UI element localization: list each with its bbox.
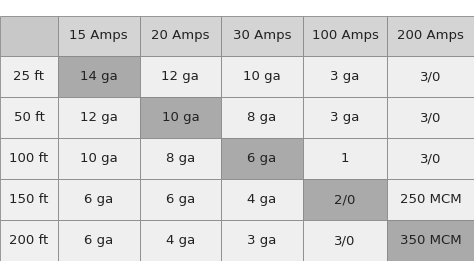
Text: 1: 1 [341,152,349,165]
FancyBboxPatch shape [303,220,387,261]
FancyBboxPatch shape [387,97,474,138]
FancyBboxPatch shape [0,16,58,56]
FancyBboxPatch shape [221,56,303,97]
FancyBboxPatch shape [303,179,387,220]
Text: 20 Amps: 20 Amps [151,29,210,42]
Text: 14 ga: 14 ga [80,70,118,83]
FancyBboxPatch shape [139,220,221,261]
Text: 6 ga: 6 ga [247,152,277,165]
FancyBboxPatch shape [221,179,303,220]
Text: 350 MCM: 350 MCM [400,234,461,247]
Text: 8 ga: 8 ga [166,152,195,165]
Text: 10 ga: 10 ga [162,111,199,124]
FancyBboxPatch shape [387,16,474,56]
Text: 10 ga: 10 ga [243,70,281,83]
Text: 3/0: 3/0 [420,111,441,124]
Text: 3/0: 3/0 [334,234,356,247]
FancyBboxPatch shape [139,97,221,138]
FancyBboxPatch shape [387,138,474,179]
Text: 8 ga: 8 ga [247,111,277,124]
FancyBboxPatch shape [303,97,387,138]
Text: 200 Amps: 200 Amps [397,29,464,42]
FancyBboxPatch shape [139,16,221,56]
FancyBboxPatch shape [387,220,474,261]
FancyBboxPatch shape [0,179,58,220]
FancyBboxPatch shape [139,138,221,179]
Text: 30 Amps: 30 Amps [233,29,291,42]
FancyBboxPatch shape [303,56,387,97]
Text: 6 ga: 6 ga [166,193,195,206]
FancyBboxPatch shape [58,138,139,179]
Text: 6 ga: 6 ga [84,234,113,247]
FancyBboxPatch shape [303,138,387,179]
FancyBboxPatch shape [58,179,139,220]
Text: 12 ga: 12 ga [80,111,118,124]
Text: 15 Amps: 15 Amps [69,29,128,42]
Text: 3 ga: 3 ga [330,111,360,124]
Text: 3 ga: 3 ga [247,234,277,247]
FancyBboxPatch shape [0,138,58,179]
Text: 25 ft: 25 ft [13,70,45,83]
FancyBboxPatch shape [0,97,58,138]
Text: 200 ft: 200 ft [9,234,49,247]
FancyBboxPatch shape [221,138,303,179]
FancyBboxPatch shape [221,97,303,138]
Text: 3 ga: 3 ga [330,70,360,83]
Text: 50 ft: 50 ft [14,111,45,124]
Text: 4 ga: 4 ga [166,234,195,247]
FancyBboxPatch shape [0,220,58,261]
FancyBboxPatch shape [58,220,139,261]
FancyBboxPatch shape [58,97,139,138]
FancyBboxPatch shape [303,16,387,56]
FancyBboxPatch shape [387,179,474,220]
FancyBboxPatch shape [139,179,221,220]
Text: 10 ga: 10 ga [80,152,118,165]
FancyBboxPatch shape [58,56,139,97]
Text: 12 ga: 12 ga [162,70,200,83]
FancyBboxPatch shape [221,220,303,261]
Text: 100 ft: 100 ft [9,152,49,165]
Text: 6 ga: 6 ga [84,193,113,206]
Text: 2/0: 2/0 [334,193,356,206]
Text: 100 Amps: 100 Amps [311,29,378,42]
FancyBboxPatch shape [221,16,303,56]
FancyBboxPatch shape [387,56,474,97]
Text: 4 ga: 4 ga [247,193,277,206]
FancyBboxPatch shape [0,56,58,97]
Text: 250 MCM: 250 MCM [400,193,461,206]
FancyBboxPatch shape [139,56,221,97]
Text: 150 ft: 150 ft [9,193,49,206]
Text: 3/0: 3/0 [420,70,441,83]
Text: 3/0: 3/0 [420,152,441,165]
FancyBboxPatch shape [58,16,139,56]
